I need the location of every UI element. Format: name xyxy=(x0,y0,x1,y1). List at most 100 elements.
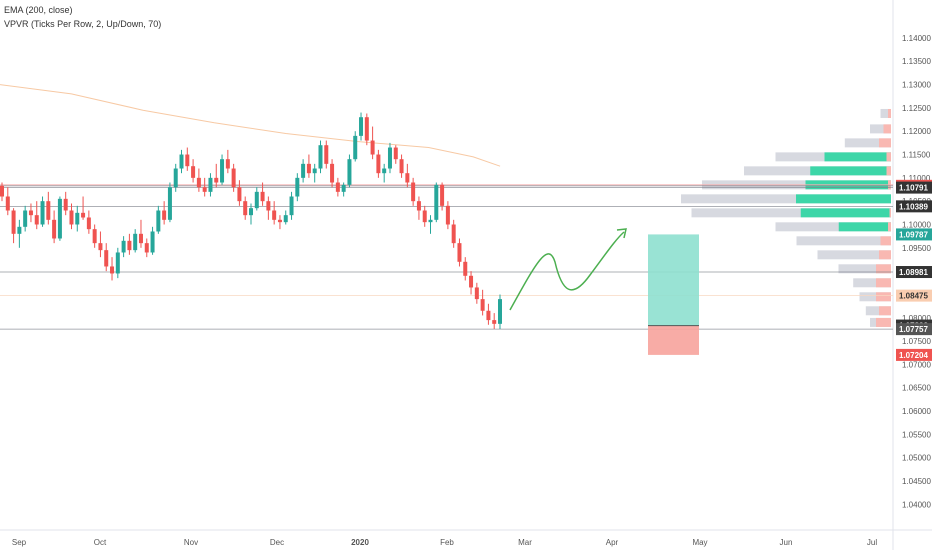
candle-body xyxy=(115,252,120,274)
candle-body xyxy=(202,187,207,192)
candle-body xyxy=(86,217,91,230)
candle-body xyxy=(457,243,462,262)
price-axis-tick: 1.07500 xyxy=(902,337,931,346)
candle-body xyxy=(243,201,248,216)
candle-body xyxy=(34,215,39,225)
time-axis-tick: Apr xyxy=(606,538,619,547)
long-position-stop-zone xyxy=(648,325,699,355)
volume-profile-bar xyxy=(865,306,891,316)
volume-profile-down-bar xyxy=(879,306,891,316)
candle-body xyxy=(411,182,416,202)
candle-body xyxy=(451,224,456,244)
time-axis-tick: Nov xyxy=(184,538,198,547)
volume-profile-bar xyxy=(838,264,891,274)
candle-body xyxy=(110,266,115,274)
time-axis-tick: Feb xyxy=(440,538,454,547)
candle-body xyxy=(480,299,485,311)
candle-body xyxy=(289,196,294,216)
price-tag-label: 1.08475 xyxy=(899,292,928,301)
candle-body xyxy=(295,177,300,197)
candle-body xyxy=(445,205,450,225)
price-axis-tick: 1.14000 xyxy=(902,34,931,43)
candle-body xyxy=(57,198,62,239)
price-tag-label: 1.07757 xyxy=(899,325,928,334)
price-tag: 1.08475 xyxy=(896,289,932,302)
price-tag: 1.07757 xyxy=(896,323,932,336)
candle-body xyxy=(376,154,381,174)
time-axis-tick: 2020 xyxy=(351,538,369,547)
volume-profile-down-bar xyxy=(879,138,891,148)
volume-profile-down-bar xyxy=(886,152,891,162)
price-axis-tick: 1.06000 xyxy=(902,407,931,416)
volume-profile-up-bar xyxy=(796,194,891,204)
candle-body xyxy=(191,166,196,178)
price-axis-tick: 1.13000 xyxy=(902,81,931,90)
volume-profile-down-bar xyxy=(880,236,891,246)
candle-body xyxy=(474,287,479,300)
candle-body xyxy=(266,201,271,211)
candle-body xyxy=(399,159,404,174)
volume-profile-bar xyxy=(817,250,891,260)
candle-body xyxy=(11,210,16,234)
price-tag-label: 1.10389 xyxy=(899,202,928,211)
candle-body xyxy=(260,191,265,202)
candle-body xyxy=(225,159,230,169)
candle-body xyxy=(104,250,109,267)
candle-body xyxy=(341,184,346,192)
candle-body xyxy=(75,212,80,225)
candle-body xyxy=(370,140,375,155)
price-tag-background xyxy=(896,228,932,241)
volume-profile-bar xyxy=(870,124,891,134)
time-axis-tick: Mar xyxy=(518,538,532,547)
candle-body xyxy=(318,145,323,169)
price-tag-background xyxy=(896,289,932,302)
candle-body xyxy=(387,147,392,169)
candle-body xyxy=(185,154,190,167)
price-tag-background xyxy=(896,323,932,336)
candle-body xyxy=(92,229,97,244)
candle-body xyxy=(231,168,236,188)
candle-body xyxy=(127,240,132,251)
volume-profile-down-bar xyxy=(879,250,891,260)
projection-arrow-head xyxy=(616,228,627,239)
volume-profile-down-bar xyxy=(883,124,891,134)
candle-body xyxy=(23,210,28,227)
candle-body xyxy=(220,159,225,183)
volume-profile-up-bar xyxy=(800,208,891,218)
price-tag-background xyxy=(896,200,932,213)
candle-body xyxy=(46,201,51,220)
candle-body xyxy=(324,145,329,164)
candle-body xyxy=(364,117,369,141)
candle-body xyxy=(382,168,387,174)
price-tag-background xyxy=(896,266,932,279)
candle-body xyxy=(179,154,184,169)
candle-body xyxy=(359,117,364,136)
candle-body xyxy=(272,210,277,220)
volume-profile-bar xyxy=(844,138,891,148)
candle-body xyxy=(312,168,317,174)
price-axis-tick: 1.13500 xyxy=(902,57,931,66)
time-axis-tick: Jul xyxy=(867,538,877,547)
candle-body xyxy=(353,135,358,160)
candle-body xyxy=(162,210,167,220)
candle-body xyxy=(405,173,410,183)
vpvr-indicator-label[interactable]: VPVR (Ticks Per Row, 2, Up/Down, 70) xyxy=(4,19,162,29)
price-tag: 1.08981 xyxy=(896,266,932,279)
candle-body xyxy=(52,219,57,239)
price-tag-label: 1.08981 xyxy=(899,268,928,277)
volume-profile-bar xyxy=(859,292,891,302)
volume-profile-down-bar xyxy=(876,317,891,327)
candle-body xyxy=(214,177,219,183)
candle-body xyxy=(335,182,340,192)
volume-profile-down-bar xyxy=(889,208,891,218)
ema-indicator-label[interactable]: EMA (200, close) xyxy=(4,5,73,15)
candle-body xyxy=(347,159,352,185)
price-axis-tick: 1.11500 xyxy=(902,151,931,160)
price-axis-tick: 1.11000 xyxy=(902,174,931,183)
price-tag-label: 1.10791 xyxy=(899,184,928,193)
price-tag-label: 1.07204 xyxy=(899,351,928,360)
candle-body xyxy=(416,201,421,211)
volume-profile xyxy=(681,108,891,327)
candle-body xyxy=(5,196,10,211)
